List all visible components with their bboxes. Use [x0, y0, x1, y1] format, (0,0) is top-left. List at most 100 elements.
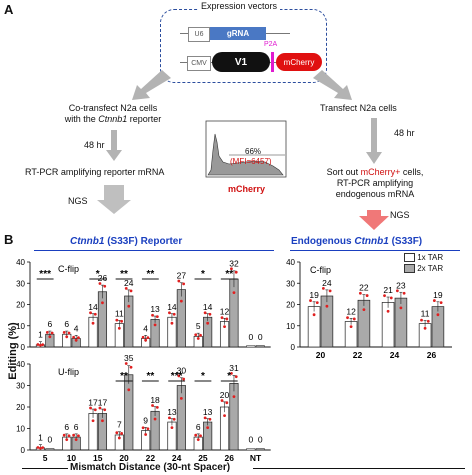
replicate-dot [98, 406, 102, 410]
data-label: 13 [167, 407, 177, 417]
endogenous-title-rule [290, 250, 460, 251]
bar [150, 410, 160, 451]
replicate-dot [72, 335, 76, 339]
data-label: 9 [143, 415, 148, 425]
left-ngs: NGS [68, 196, 88, 206]
y-tick-label: 10 [16, 322, 25, 331]
legend-swatch-1x [404, 253, 415, 263]
replicate-dot [91, 321, 95, 325]
significance-label: *** [39, 269, 51, 280]
replicate-dot [144, 433, 148, 436]
y-tick-label: 0 [291, 343, 296, 352]
bar [167, 316, 177, 348]
replicate-dot [62, 330, 66, 334]
replicate-dot [230, 267, 233, 271]
x-tick-label: 22 [353, 350, 363, 360]
data-label: 6 [64, 319, 69, 329]
data-label: 17 [88, 397, 98, 407]
bar [229, 383, 239, 451]
right-step2-line3: endogenous mRNA [335, 189, 415, 199]
replicate-dot [124, 286, 128, 290]
replicate-dot [36, 343, 40, 346]
bar [320, 295, 334, 348]
x-tick-label: 26 [225, 453, 235, 463]
replicate-dot [168, 311, 171, 315]
data-label: 1 [38, 433, 43, 443]
replicate-dot [177, 279, 181, 283]
grna-block: gRNA [210, 27, 266, 40]
bar [394, 297, 408, 348]
replicate-dot [220, 399, 224, 402]
data-label: 21 [383, 285, 393, 295]
x-tick-label: 20 [119, 453, 129, 463]
x-tick-label: 15 [93, 453, 103, 463]
data-label: 0 [258, 435, 263, 445]
replicate-dot [362, 308, 366, 311]
replicate-dot [383, 294, 386, 298]
replicate-dot [144, 338, 148, 342]
data-label: 14 [88, 302, 98, 312]
replicate-dot [315, 301, 319, 304]
bar [97, 291, 108, 348]
bar [124, 374, 134, 451]
replicate-dot [93, 312, 97, 316]
replicate-dot [39, 343, 42, 347]
replicate-dot [93, 408, 97, 412]
y-tick-label: 40 [16, 360, 25, 369]
replicate-dot [182, 377, 186, 381]
replicate-dot [208, 417, 212, 421]
left-down-arrow-2 [97, 185, 131, 214]
replicate-dot [234, 375, 238, 379]
data-label: 14 [203, 302, 213, 312]
replicate-dot [321, 286, 325, 290]
replicate-dot [177, 374, 181, 378]
replicate-dot [194, 433, 198, 437]
data-label: 19 [433, 290, 443, 300]
replicate-dot [115, 318, 119, 322]
replicate-dot [420, 318, 423, 322]
replicate-dot [179, 299, 183, 303]
v1-block: V1 [212, 52, 270, 72]
replicate-dot [170, 426, 174, 430]
mcherry-histogram [205, 120, 287, 178]
bar [88, 413, 98, 451]
significance-label: ** [146, 269, 154, 280]
left-step1-post: reporter [127, 114, 162, 124]
right-step2-line2: RT-PCR amplifying [336, 178, 414, 188]
replicate-dot [179, 397, 183, 400]
replicate-dot [365, 294, 369, 297]
replicate-dot [103, 284, 107, 288]
replicate-dot [170, 321, 174, 325]
histogram-curve [207, 133, 284, 176]
replicate-dot [141, 426, 145, 430]
replicate-dot [65, 438, 69, 442]
data-label: 17 [98, 397, 108, 407]
right-step2-post: cells, [400, 167, 424, 177]
data-label: 1 [38, 330, 43, 340]
y-tick-label: 0 [21, 446, 26, 455]
legend-label-1x: 1x TAR [417, 253, 444, 262]
chart-title: C-flip [310, 265, 331, 275]
histogram-pct: 66% [245, 147, 262, 156]
data-label: 19 [309, 290, 319, 300]
replicate-dot [124, 362, 128, 365]
replicate-dot [120, 432, 124, 435]
replicate-dot [346, 316, 349, 320]
significance-label: *** [171, 371, 183, 382]
left-step1-line1: Co-transfect N2a cells [68, 103, 158, 113]
x-tick-label: 5 [43, 453, 48, 463]
legend-item-1x: 1x TAR [404, 252, 443, 263]
replicate-dot [389, 296, 393, 300]
replicate-dot [67, 434, 71, 438]
bar [381, 302, 395, 348]
y-tick-label: 30 [16, 382, 25, 391]
x-tick-label: 24 [172, 453, 182, 463]
replicate-dot [168, 416, 171, 420]
replicate-dot [117, 436, 121, 440]
x-tick-label: 26 [427, 350, 437, 360]
data-label: 6 [74, 422, 79, 432]
replicate-dot [225, 317, 229, 321]
replicate-dot [386, 309, 390, 313]
replicate-dot [436, 313, 440, 317]
replicate-dot [36, 446, 40, 449]
